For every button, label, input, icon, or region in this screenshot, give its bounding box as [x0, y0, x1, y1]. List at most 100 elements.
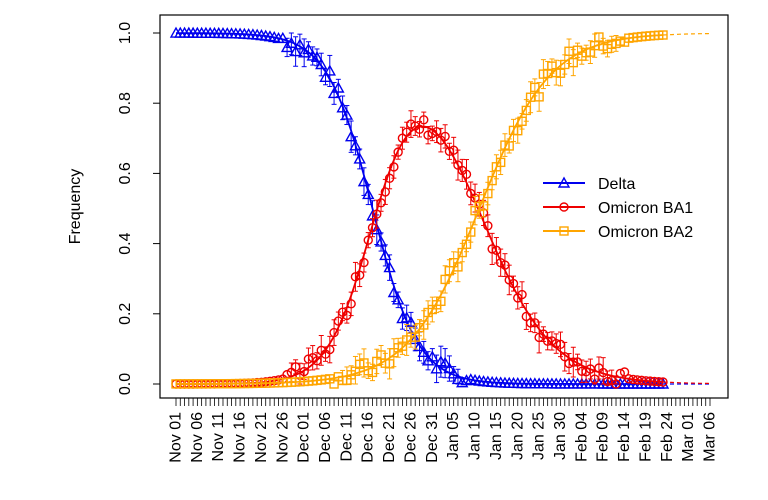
y-tick-label: 0.2 [117, 303, 134, 325]
data-point [353, 152, 366, 164]
x-tick-label: Feb 24 [659, 412, 676, 462]
data-point [310, 50, 324, 63]
data-point [611, 379, 621, 389]
data-point [374, 235, 388, 247]
data-point [329, 327, 339, 338]
series-projection [662, 381, 711, 385]
data-point [357, 175, 371, 187]
x-tick-label: Jan 05 [445, 412, 462, 460]
data-point [483, 221, 493, 231]
x-tick-label: Nov 06 [189, 412, 206, 463]
legend-marker [559, 202, 569, 212]
data-point [346, 299, 356, 309]
data-point [436, 296, 446, 307]
data-point [414, 124, 425, 134]
series-delta [169, 26, 710, 389]
data-point [504, 141, 514, 151]
x-tick-label: Nov 01 [168, 412, 185, 463]
data-point [370, 223, 383, 235]
data-point [413, 339, 426, 352]
x-tick-label: Dec 11 [338, 412, 355, 462]
legend-label: Omicron BA2 [598, 224, 693, 241]
legend-item-omicron-ba1: Omicron BA1 [543, 200, 693, 217]
data-point [440, 131, 450, 142]
data-point [451, 372, 465, 385]
data-point [513, 125, 523, 136]
data-point [447, 367, 460, 379]
x-tick-label: Dec 06 [317, 412, 334, 463]
data-point [359, 257, 369, 268]
x-tick-label: Nov 16 [232, 412, 249, 463]
data-point [349, 139, 362, 151]
data-point [354, 270, 365, 280]
data-point [391, 293, 405, 305]
data-point [302, 42, 315, 55]
data-point [336, 101, 349, 113]
data-point [508, 278, 519, 289]
data-point [372, 209, 382, 219]
data-point [285, 36, 298, 48]
data-point [453, 262, 463, 272]
data-point [466, 227, 476, 237]
data-point [615, 368, 625, 379]
data-point [443, 362, 456, 374]
x-tick-label: Feb 09 [595, 412, 612, 462]
x-tick-label: Dec 01 [296, 412, 313, 463]
data-point [487, 175, 497, 186]
x-axis: Nov 01 Nov 06 Nov 11 Nov 16 Nov 21 Nov 26 Dec … [168, 397, 719, 463]
data-point [323, 64, 336, 76]
x-tick-label: Dec 31 [424, 412, 441, 463]
legend-label: Delta [598, 176, 635, 193]
y-axis-label: Frequency [67, 169, 84, 245]
data-point [483, 188, 493, 199]
data-point [654, 377, 664, 387]
data-point [456, 376, 469, 388]
data-point [363, 235, 373, 245]
data-point [461, 169, 472, 180]
x-tick-label: Mar 01 [680, 412, 697, 462]
data-point [430, 362, 443, 374]
data-point [460, 374, 473, 386]
data-point [362, 188, 375, 200]
data-point [325, 344, 335, 355]
data-point [410, 332, 420, 342]
legend-item-omicron-ba2: Omicron BA2 [543, 224, 693, 241]
data-point [656, 377, 670, 389]
data-point [293, 38, 307, 50]
series-omicron-ba2 [171, 30, 711, 389]
x-tick-label: Jan 15 [488, 412, 505, 460]
x-tick-label: Mar 06 [702, 412, 719, 462]
data-point [393, 147, 403, 157]
data-point [389, 162, 399, 172]
data-point [461, 239, 472, 249]
y-tick-label: 0.6 [117, 162, 134, 184]
data-point [619, 367, 630, 377]
data-point [419, 115, 429, 125]
x-tick-label: Feb 14 [616, 412, 633, 462]
data-point [658, 377, 668, 387]
data-point [534, 92, 544, 102]
y-tick-label: 1.0 [117, 22, 134, 44]
data-point [289, 45, 302, 57]
x-tick-label: Jan 10 [467, 412, 484, 460]
data-point [319, 70, 332, 83]
data-point [383, 261, 396, 273]
x-tick-label: Nov 11 [210, 412, 227, 462]
x-tick-label: Jan 30 [552, 412, 569, 460]
data-point [568, 57, 578, 68]
x-tick-label: Feb 19 [637, 412, 654, 462]
legend: Delta Omicron BA1 Omicron BA2 [543, 176, 693, 241]
y-tick-label: 0.4 [117, 232, 134, 254]
data-point [495, 157, 506, 168]
data-point [438, 356, 452, 368]
data-point [478, 201, 489, 211]
x-tick-label: Jan 25 [531, 412, 548, 460]
data-point [426, 350, 439, 362]
legend-label: Omicron BA1 [598, 200, 693, 217]
data-point [419, 320, 429, 330]
x-tick-label: Jan 20 [509, 412, 526, 460]
data-point [340, 108, 354, 120]
data-point [344, 130, 358, 142]
data-point [297, 46, 311, 58]
